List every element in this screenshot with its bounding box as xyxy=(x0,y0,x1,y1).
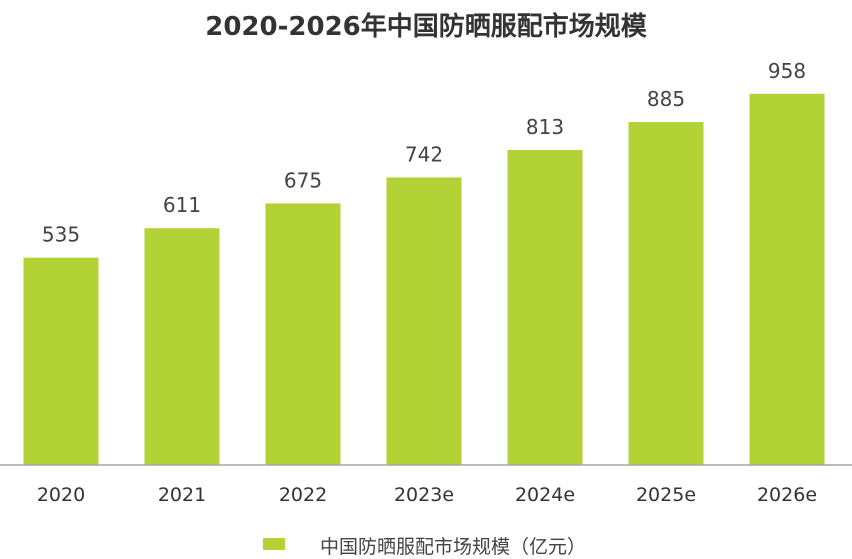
bar-2023e xyxy=(386,177,462,465)
chart-title: 2020-2026年中国防晒服配市场规模 xyxy=(205,12,647,42)
data-label-2026e: 958 xyxy=(768,59,806,83)
data-label-2024e: 813 xyxy=(526,115,564,139)
bar-2024e xyxy=(507,149,583,465)
x-tick-labels-layer: 2020 2021 2022 2023e 2024e 2025e 2026e xyxy=(37,484,817,506)
bar-2021 xyxy=(144,228,220,465)
legend-label: 中国防晒服配市场规模（亿元） xyxy=(320,536,587,558)
x-tick-2025e: 2025e xyxy=(636,484,696,506)
x-tick-2022: 2022 xyxy=(279,484,327,506)
x-tick-2021: 2021 xyxy=(158,484,206,506)
legend: 中国防晒服配市场规模（亿元） xyxy=(0,532,852,558)
data-label-2022: 675 xyxy=(284,168,322,192)
bar-2022 xyxy=(265,203,341,465)
x-tick-2024e: 2024e xyxy=(515,484,575,506)
legend-swatch xyxy=(263,538,285,550)
bar-2025e xyxy=(628,122,704,465)
x-tick-2026e: 2026e xyxy=(757,484,817,506)
data-label-2020: 535 xyxy=(42,223,80,247)
value-labels-layer: 535 611 675 742 813 885 958 xyxy=(42,59,806,247)
bars-layer xyxy=(23,93,825,466)
bar-2026e xyxy=(749,93,825,466)
x-tick-2020: 2020 xyxy=(37,484,85,506)
x-tick-2023e: 2023e xyxy=(394,484,454,506)
data-label-2025e: 885 xyxy=(647,87,685,111)
bar-2020 xyxy=(23,257,99,465)
data-label-2023e: 742 xyxy=(405,142,443,166)
data-label-2021: 611 xyxy=(163,193,201,217)
